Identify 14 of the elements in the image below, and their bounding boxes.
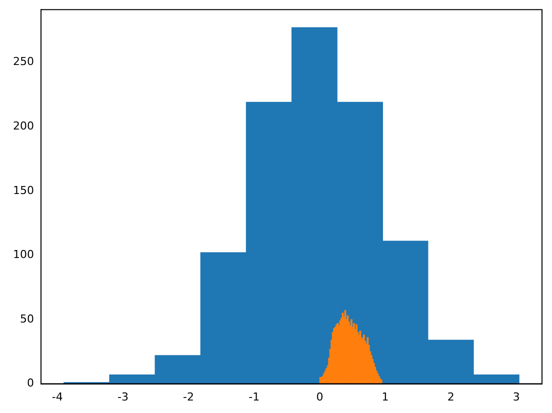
y-tick-label: 250 [12, 55, 34, 68]
x-tick-label: -1 [248, 390, 260, 404]
x-tick-label: 0 [316, 390, 324, 404]
y-tick-label: 100 [12, 248, 34, 262]
x-tick-label: 2 [447, 390, 454, 404]
y-tick-label: 200 [12, 119, 34, 132]
x-tick-label: 1 [382, 390, 389, 404]
y-tick-label: 0 [26, 376, 34, 390]
x-tick-label: -4 [52, 390, 63, 404]
x-tick-label: -3 [117, 390, 128, 404]
y-tick-label: 50 [20, 312, 34, 326]
y-tick-label: 150 [12, 184, 34, 197]
x-tick-label: 3 [512, 390, 520, 404]
x-tick-label: -2 [183, 390, 194, 404]
